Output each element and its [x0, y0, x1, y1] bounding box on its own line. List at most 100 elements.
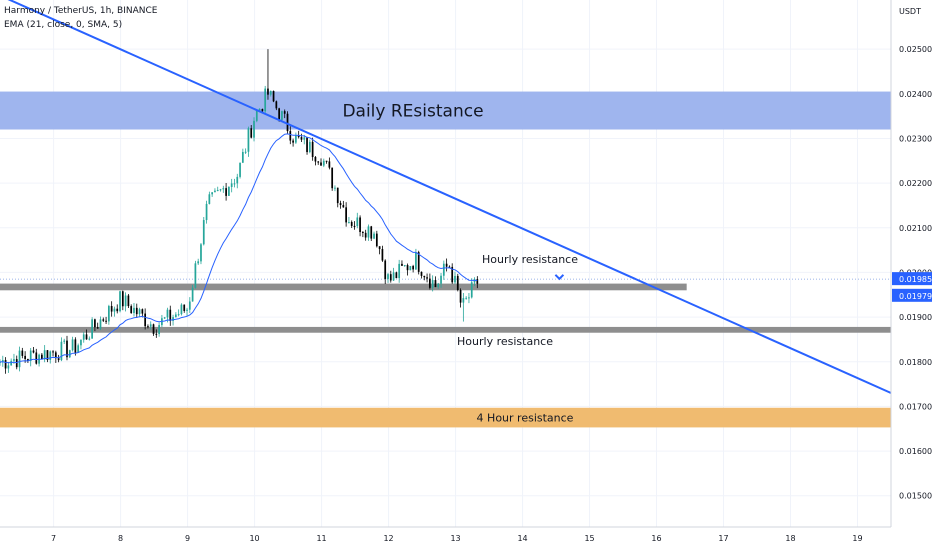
- candle-body[interactable]: [15, 359, 18, 368]
- candle-body[interactable]: [127, 295, 130, 307]
- candle-body[interactable]: [401, 263, 403, 266]
- candle-body[interactable]: [403, 265, 406, 267]
- candle-body[interactable]: [169, 309, 172, 321]
- candle-body[interactable]: [197, 261, 200, 264]
- candle-body[interactable]: [35, 352, 38, 364]
- candle-body[interactable]: [272, 90, 275, 102]
- candle-body[interactable]: [328, 161, 331, 168]
- candle-body[interactable]: [163, 317, 166, 319]
- candle-body[interactable]: [417, 252, 420, 272]
- candle-body[interactable]: [66, 340, 68, 358]
- candle-body[interactable]: [188, 301, 191, 310]
- candle-body[interactable]: [1, 360, 4, 362]
- candle-body[interactable]: [105, 320, 107, 322]
- candle-body[interactable]: [311, 141, 314, 158]
- candle-body[interactable]: [225, 188, 227, 196]
- candle-body[interactable]: [233, 183, 236, 185]
- candle-body[interactable]: [356, 217, 359, 227]
- candle-body[interactable]: [149, 324, 152, 327]
- candle-body[interactable]: [29, 350, 32, 362]
- candle-body[interactable]: [295, 135, 297, 143]
- candle-body[interactable]: [448, 266, 451, 268]
- candle-body[interactable]: [476, 279, 479, 284]
- candle-body[interactable]: [208, 194, 211, 204]
- candle-body[interactable]: [269, 90, 272, 95]
- candle-body[interactable]: [281, 111, 283, 120]
- candle-body[interactable]: [172, 317, 174, 321]
- candle-body[interactable]: [267, 88, 269, 95]
- candle-body[interactable]: [121, 291, 124, 307]
- candle-body[interactable]: [395, 272, 398, 279]
- candle-body[interactable]: [415, 252, 417, 270]
- candle-body[interactable]: [10, 360, 13, 366]
- candle-body[interactable]: [289, 131, 292, 141]
- candle-body[interactable]: [258, 108, 261, 111]
- candle-body[interactable]: [437, 283, 440, 288]
- candle-body[interactable]: [308, 141, 311, 153]
- candle-body[interactable]: [378, 246, 381, 250]
- candle-body[interactable]: [468, 297, 470, 299]
- candle-body[interactable]: [191, 287, 194, 302]
- candle-body[interactable]: [462, 298, 465, 303]
- candle-body[interactable]: [320, 162, 322, 166]
- candle-body[interactable]: [43, 350, 46, 360]
- candle-body[interactable]: [261, 108, 264, 112]
- candle-body[interactable]: [138, 309, 141, 315]
- candle-body[interactable]: [331, 167, 334, 189]
- candle-body[interactable]: [470, 282, 473, 298]
- candle-body[interactable]: [77, 345, 80, 353]
- candle-body[interactable]: [68, 350, 71, 358]
- candle-body[interactable]: [387, 274, 389, 279]
- candle-body[interactable]: [353, 225, 356, 227]
- candle-body[interactable]: [345, 207, 347, 223]
- candle-body[interactable]: [177, 314, 180, 316]
- candle-body[interactable]: [13, 359, 15, 361]
- candle-body[interactable]: [375, 233, 378, 247]
- candle-body[interactable]: [445, 263, 448, 267]
- candle-body[interactable]: [71, 339, 74, 351]
- candle-body[interactable]: [7, 365, 10, 369]
- candle-body[interactable]: [306, 137, 308, 153]
- symbol-title[interactable]: Harmony / TetherUS, 1h, BINANCE: [4, 6, 158, 16]
- candle-body[interactable]: [18, 350, 21, 368]
- trendline[interactable]: [0, 0, 892, 394]
- candle-body[interactable]: [174, 314, 177, 318]
- candle-body[interactable]: [317, 161, 320, 163]
- candle-body[interactable]: [27, 358, 29, 362]
- candle-body[interactable]: [183, 304, 186, 311]
- candle-body[interactable]: [292, 140, 294, 143]
- candle-body[interactable]: [412, 266, 414, 270]
- candle-body[interactable]: [41, 354, 43, 360]
- candle-body[interactable]: [423, 275, 426, 278]
- candle-body[interactable]: [244, 151, 247, 153]
- candle-body[interactable]: [420, 271, 423, 276]
- candle-body[interactable]: [49, 351, 52, 361]
- candle-body[interactable]: [275, 101, 278, 109]
- candle-body[interactable]: [370, 226, 373, 239]
- candle-body[interactable]: [152, 324, 155, 334]
- candle-body[interactable]: [116, 308, 119, 312]
- candle-body[interactable]: [46, 350, 49, 361]
- candle-body[interactable]: [24, 355, 26, 359]
- candle-body[interactable]: [96, 327, 99, 329]
- candle-body[interactable]: [119, 291, 121, 312]
- candle-body[interactable]: [110, 306, 113, 312]
- candle-body[interactable]: [166, 309, 169, 318]
- candle-body[interactable]: [144, 313, 147, 327]
- candle-body[interactable]: [286, 113, 289, 132]
- candle-body[interactable]: [300, 137, 303, 140]
- candle-body[interactable]: [107, 306, 110, 322]
- candle-body[interactable]: [230, 183, 233, 187]
- candle-body[interactable]: [52, 351, 54, 353]
- candle-body[interactable]: [239, 162, 241, 177]
- candle-body[interactable]: [124, 295, 127, 307]
- candle-body[interactable]: [141, 309, 144, 314]
- candle-body[interactable]: [367, 226, 370, 238]
- candle-body[interactable]: [85, 334, 88, 340]
- candle-body[interactable]: [63, 340, 66, 342]
- candle-body[interactable]: [342, 205, 345, 208]
- candle-body[interactable]: [440, 275, 442, 284]
- candle-body[interactable]: [147, 326, 149, 328]
- candle-body[interactable]: [236, 176, 239, 184]
